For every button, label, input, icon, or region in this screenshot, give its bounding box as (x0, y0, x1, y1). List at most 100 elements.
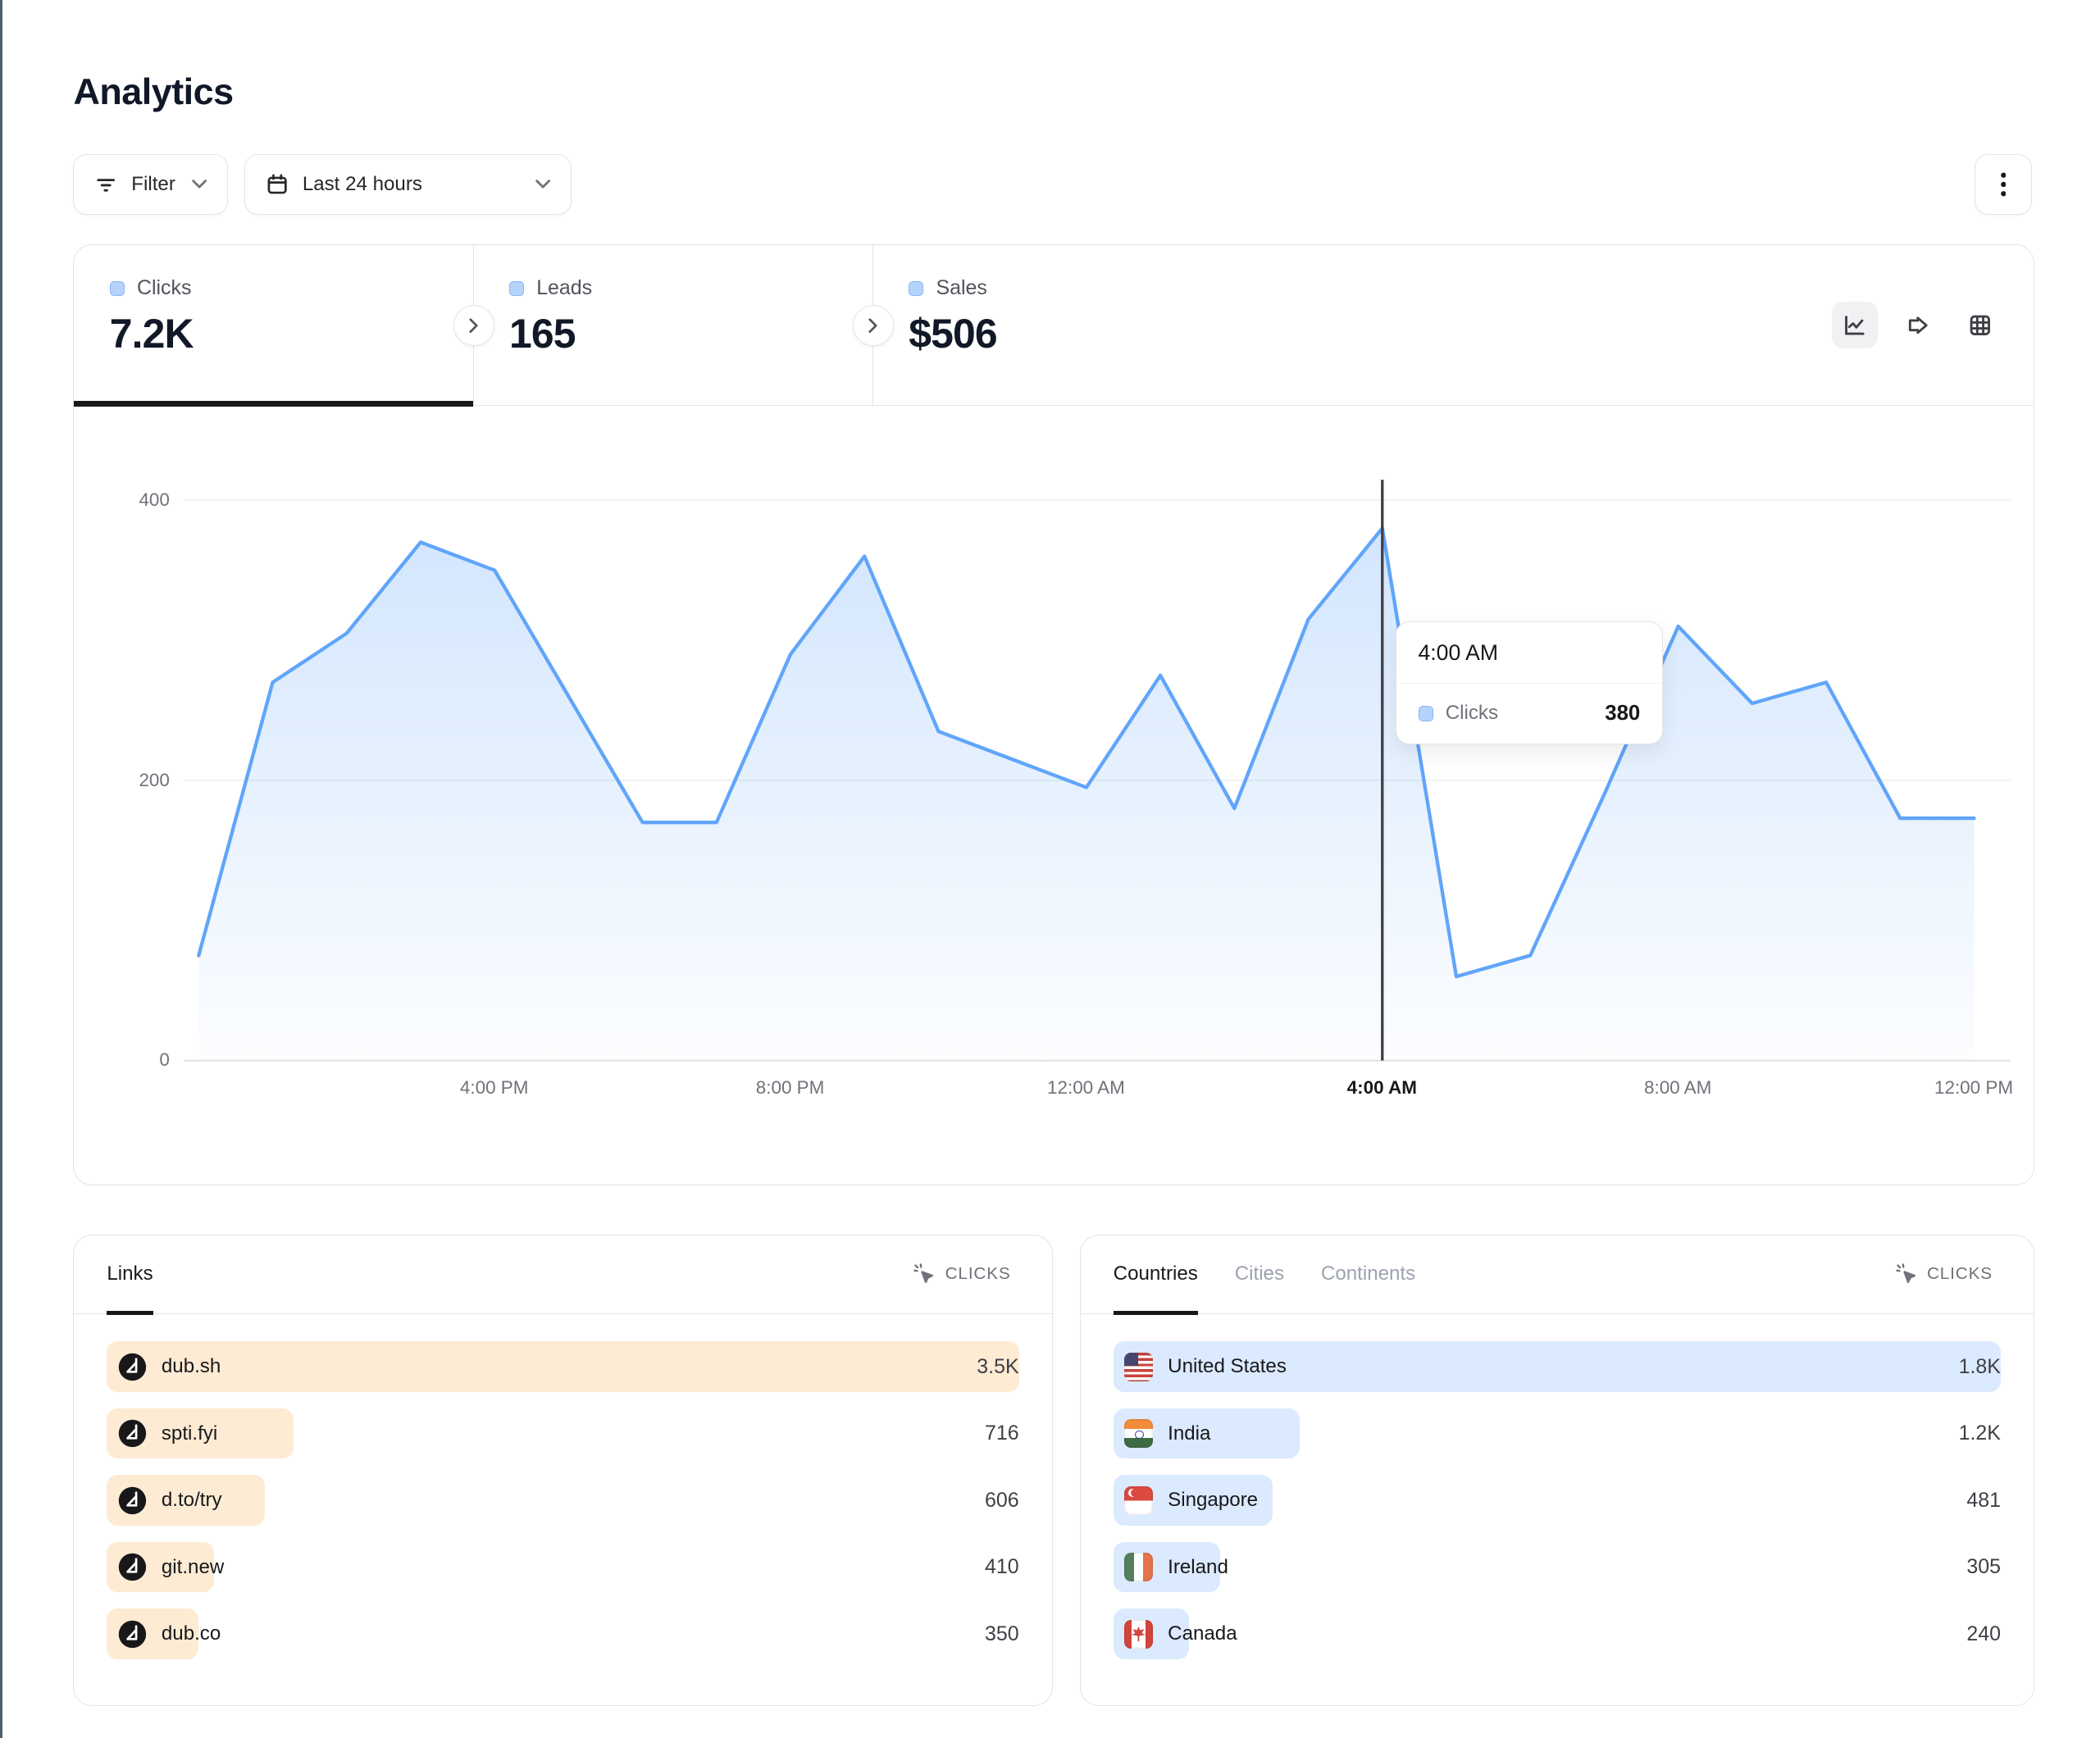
countries-card-header: Countries Cities Continents CLICKS (1080, 1235, 2034, 1316)
sg-flag-icon (1123, 1485, 1153, 1515)
more-options-button[interactable] (1975, 154, 2032, 215)
item-value: 350 (984, 1622, 1019, 1645)
expand-sales-button[interactable] (853, 304, 894, 346)
cursor-click-icon (1895, 1263, 1916, 1284)
item-label: Ireland (1168, 1555, 1228, 1578)
funnel-icon (1908, 316, 1928, 334)
countries-card: Countries Cities Continents CLICKS Unite… (1079, 1234, 2034, 1707)
tab-leads[interactable]: Leads 165 (474, 245, 873, 406)
metrics-tabs: Clicks 7.2K Leads 165 Sales $ (74, 245, 2034, 407)
y-axis-tick: 200 (139, 769, 170, 790)
us-flag-icon (1123, 1352, 1153, 1381)
item-label: dub.sh (161, 1355, 221, 1378)
countries-list: United States 1.8K India 1.2K Singapore … (1081, 1314, 2034, 1659)
calendar-icon (267, 174, 287, 194)
leads-legend-chip (508, 280, 525, 296)
list-item[interactable]: United States 1.8K (1113, 1341, 2001, 1392)
metric-value: $506 (909, 310, 997, 357)
list-item[interactable]: India 1.2K (1113, 1408, 2001, 1459)
item-value: 305 (1966, 1555, 2001, 1579)
tab-cities[interactable]: Cities (1234, 1263, 1285, 1285)
ie-flag-icon (1123, 1553, 1153, 1582)
countries-sort-by-clicks-button[interactable]: CLICKS (1888, 1235, 2001, 1313)
item-value: 240 (1966, 1622, 2001, 1645)
x-axis-tick: 12:00 AM (1047, 1076, 1125, 1098)
filter-button[interactable]: Filter (73, 154, 229, 215)
filter-icon (97, 179, 116, 192)
tooltip-time: 4:00 AM (1396, 622, 1662, 685)
cursor-click-icon (913, 1263, 934, 1284)
item-label: dub.co (161, 1622, 221, 1645)
x-axis-tick: 4:00 AM (1346, 1076, 1417, 1098)
dub-logo-icon (118, 1486, 146, 1514)
dub-logo-icon (118, 1620, 146, 1648)
chevron-right-icon (868, 317, 877, 333)
y-axis-tick: 400 (139, 489, 170, 510)
filter-label: Filter (131, 172, 175, 195)
metric-label: Leads (536, 276, 593, 300)
metric-label: Clicks (136, 276, 192, 300)
table-view-button[interactable] (1957, 302, 2004, 348)
sales-legend-chip (909, 280, 924, 296)
value-bar (1113, 1341, 2001, 1392)
item-value: 1.2K (1958, 1422, 2001, 1445)
chart-view-toggles (1831, 302, 2004, 348)
x-axis-tick: 12:00 PM (1934, 1076, 2014, 1098)
item-label: India (1168, 1422, 1211, 1445)
dub-logo-icon (118, 1353, 146, 1381)
tooltip-series-chip (1418, 706, 1433, 721)
date-range-button[interactable]: Last 24 hours (244, 154, 572, 215)
dub-logo-icon (118, 1553, 146, 1581)
list-item[interactable]: d.to/try 606 (107, 1475, 1019, 1526)
table-grid-icon (1970, 315, 1991, 335)
tab-countries[interactable]: Countries (1113, 1235, 1198, 1316)
links-card-header: Links CLICKS (74, 1235, 1052, 1316)
page-title: Analytics (73, 71, 234, 113)
item-value: 410 (984, 1555, 1019, 1579)
ca-flag-icon (1123, 1619, 1153, 1649)
dub-logo-icon (118, 1419, 146, 1448)
x-axis-tick: 8:00 PM (755, 1076, 825, 1098)
date-range-label: Last 24 hours (302, 172, 422, 195)
list-item[interactable]: Canada 240 (1113, 1608, 2001, 1659)
chevron-down-icon (192, 180, 207, 189)
y-axis-tick: 0 (159, 1049, 170, 1071)
tab-continents[interactable]: Continents (1320, 1263, 1416, 1285)
expand-leads-button[interactable] (453, 304, 494, 346)
tab-sales[interactable]: Sales $506 (873, 245, 1273, 405)
tab-links[interactable]: Links (107, 1235, 153, 1316)
metric-value: 165 (508, 310, 576, 357)
chevron-right-icon (469, 317, 478, 333)
chevron-down-icon (535, 180, 550, 189)
item-label: United States (1168, 1355, 1287, 1378)
links-card: Links CLICKS dub.sh 3.5K (73, 1234, 1053, 1707)
metric-value: 7.2K (109, 310, 194, 357)
line-chart-view-button[interactable] (1831, 302, 1879, 348)
links-sort-by-clicks-button[interactable]: CLICKS (905, 1235, 1018, 1313)
list-item[interactable]: dub.sh 3.5K (107, 1341, 1019, 1392)
item-label: Canada (1168, 1622, 1237, 1645)
clicks-time-series-chart[interactable]: 4:00 AM Clicks 380 0 200 400 4:00 PM 8:00 PM… (74, 406, 2033, 1185)
in-flag-icon (1123, 1419, 1153, 1449)
toolbar: Filter Last 24 hours (73, 154, 2032, 215)
list-item[interactable]: dub.co 350 (107, 1608, 1019, 1659)
item-label: git.new (161, 1555, 225, 1578)
list-item[interactable]: Singapore 481 (1113, 1475, 2001, 1526)
tooltip-value: 380 (1605, 701, 1641, 725)
tooltip-series-name: Clicks (1445, 702, 1499, 725)
list-item[interactable]: spti.fyi 716 (107, 1408, 1019, 1459)
item-value: 716 (984, 1422, 1019, 1445)
chart-tooltip: 4:00 AM Clicks 380 (1395, 621, 1663, 744)
chart-canvas (183, 480, 2011, 1062)
item-value: 1.8K (1958, 1354, 2001, 1378)
list-item[interactable]: git.new 410 (107, 1541, 1019, 1593)
funnel-view-button[interactable] (1894, 302, 1941, 348)
tab-clicks[interactable]: Clicks 7.2K (74, 245, 474, 407)
item-value: 3.5K (977, 1354, 1019, 1378)
metric-label: Sales (936, 276, 987, 300)
x-axis-tick: 8:00 AM (1643, 1076, 1712, 1098)
list-item[interactable]: Ireland 305 (1113, 1541, 2001, 1593)
clicks-legend-chip (109, 280, 125, 296)
kebab-menu-icon (2000, 172, 2007, 197)
